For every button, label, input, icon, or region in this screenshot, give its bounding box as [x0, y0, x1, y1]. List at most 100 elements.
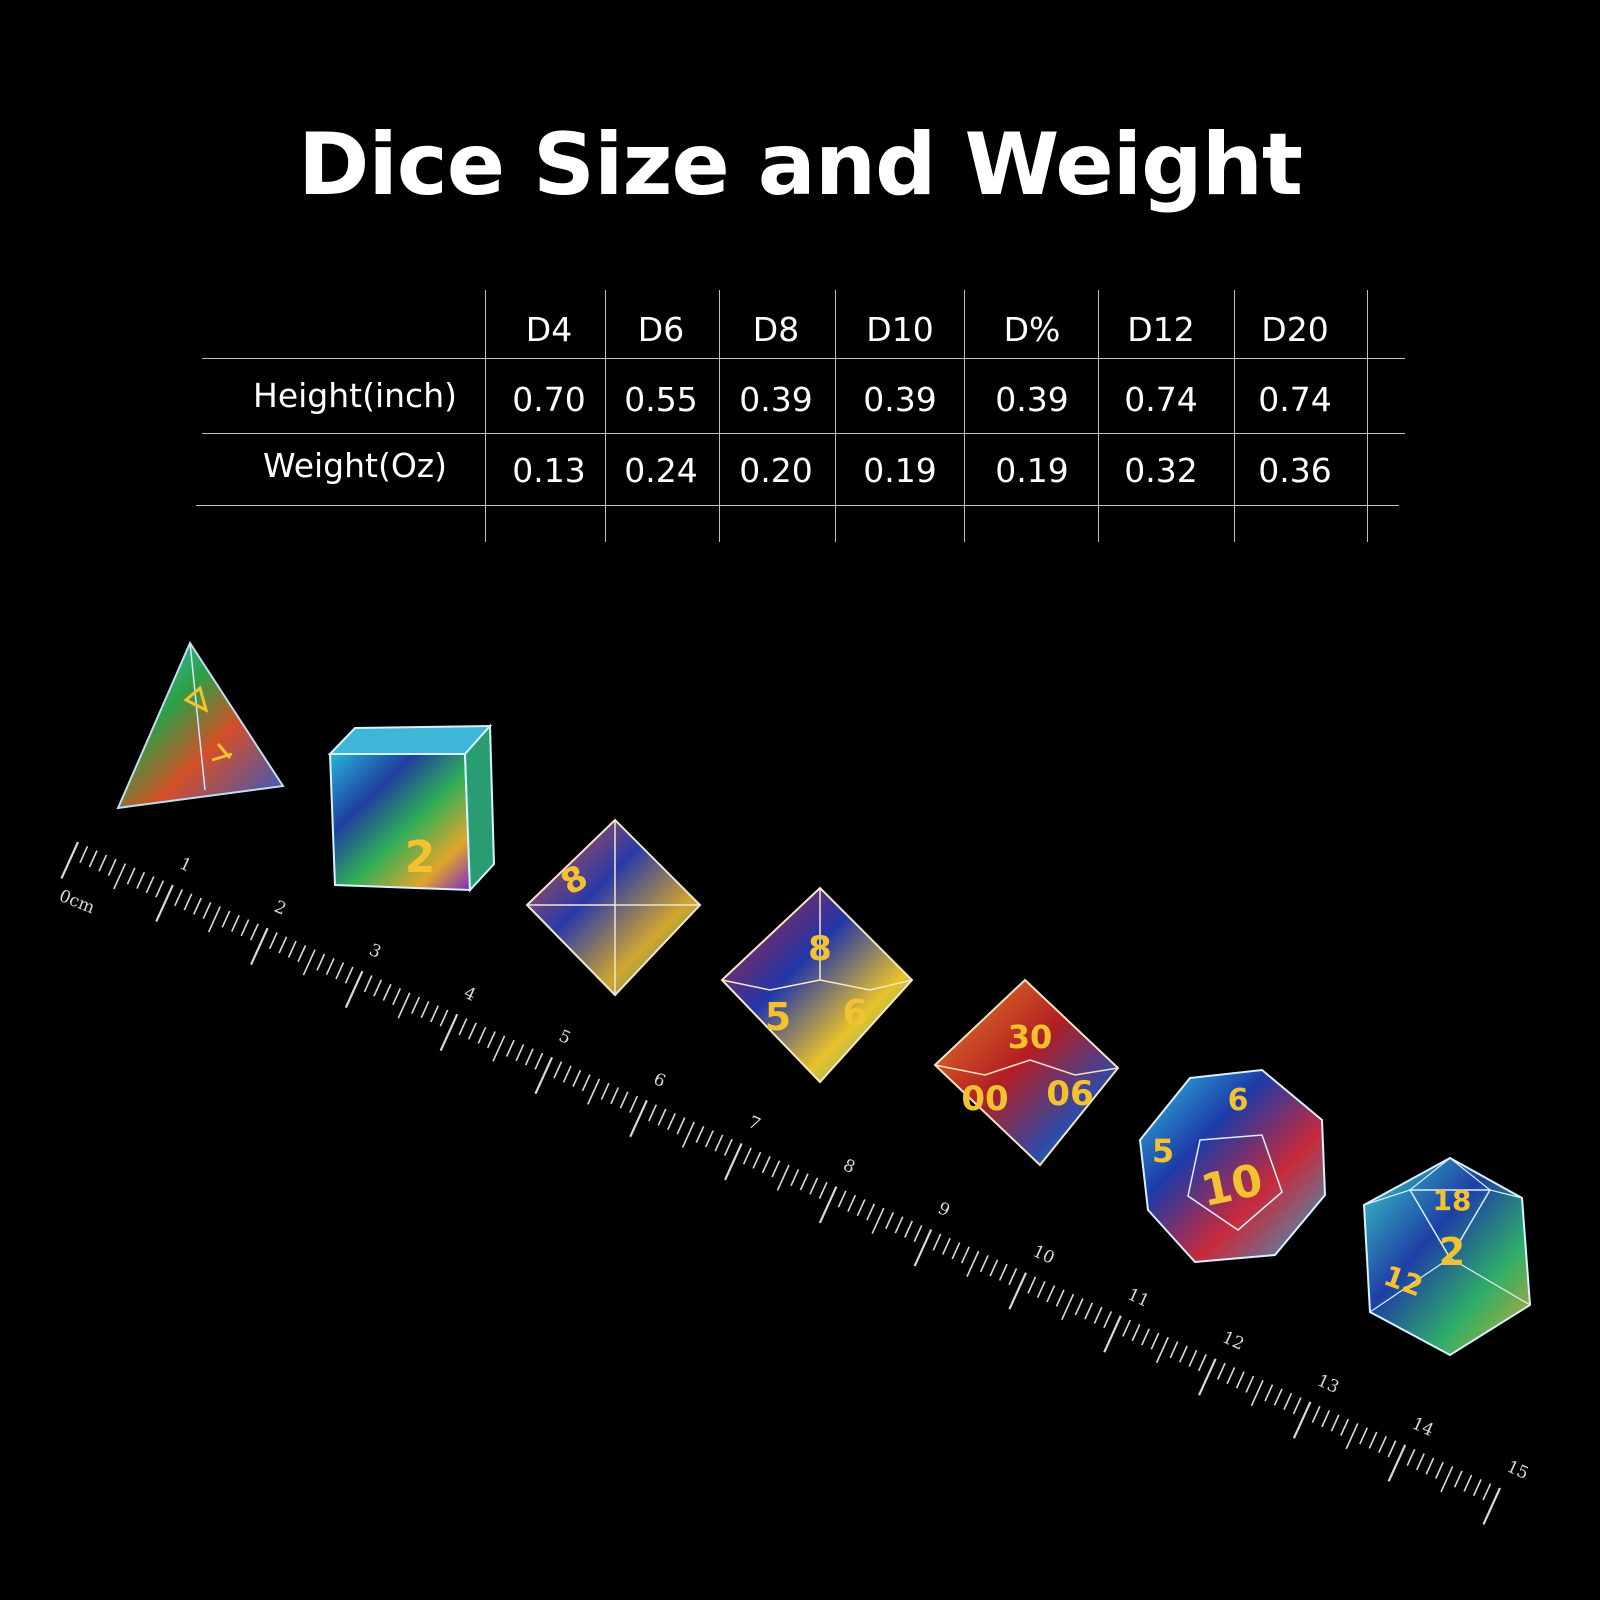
ruler-minor-tick — [477, 1026, 487, 1044]
ruler-minor-tick — [392, 988, 402, 1006]
ruler-minor-tick — [1027, 1276, 1037, 1294]
ruler-minor-tick — [1378, 1435, 1387, 1454]
d8-die: 8 — [525, 818, 702, 997]
table-cell: 0.13 — [512, 451, 586, 490]
ruler-minor-tick — [268, 932, 278, 950]
ruler-label: 10 — [1030, 1242, 1058, 1269]
dpercent-die: 30 00 06 — [933, 978, 1120, 1167]
ruler-minor-tick — [1169, 1341, 1179, 1359]
ruler-minor-tick — [989, 1259, 999, 1277]
ruler-minor-tick — [657, 1108, 667, 1126]
ruler-minor-tick — [505, 1039, 515, 1057]
ruler-minor-tick — [776, 1164, 790, 1191]
table-header-d6: D6 — [637, 310, 685, 349]
ruler-label: 3 — [366, 940, 384, 963]
table-header-d10: D10 — [866, 310, 934, 349]
ruler-minor-tick — [1311, 1405, 1321, 1423]
ruler-minor-tick — [871, 1207, 885, 1234]
table-cell: 0.36 — [1258, 451, 1332, 490]
ruler-minor-tick — [856, 1199, 866, 1217]
ruler-minor-tick — [107, 858, 117, 876]
ruler-major-tick — [1103, 1315, 1122, 1353]
table-cell: 0.32 — [1124, 451, 1198, 490]
ruler-major-tick — [1482, 1487, 1502, 1525]
ruler-minor-tick — [818, 1181, 828, 1199]
ruler-minor-tick — [193, 897, 202, 915]
d4-die — [116, 640, 285, 810]
ruler-minor-tick — [809, 1177, 819, 1195]
ruler-minor-tick — [1292, 1397, 1302, 1415]
ruler-minor-tick — [667, 1112, 676, 1131]
table-header-d20: D20 — [1261, 310, 1329, 349]
ruler-minor-tick — [1472, 1479, 1482, 1497]
ruler-minor-tick — [894, 1216, 904, 1234]
table-rule-row1 — [202, 433, 1405, 434]
ruler-minor-tick — [230, 914, 240, 932]
ruler-minor-tick — [1131, 1324, 1141, 1342]
ruler-major-tick — [344, 970, 364, 1009]
ruler-ticks — [60, 841, 1502, 1525]
table-cell: 0.39 — [863, 380, 937, 419]
table-cell: 0.19 — [863, 451, 937, 490]
table-header-d12: D12 — [1127, 310, 1195, 349]
ruler-minor-tick — [1387, 1440, 1397, 1458]
ruler-minor-tick — [1226, 1367, 1236, 1385]
ruler-minor-tick — [629, 1095, 639, 1113]
ruler-minor-tick — [1264, 1384, 1274, 1402]
d20-numeral-center: 2 — [1439, 1230, 1465, 1274]
ruler-minor-tick — [439, 1009, 449, 1027]
table-divider — [1367, 290, 1368, 542]
ruler-minor-tick — [373, 979, 383, 997]
ruler-minor-tick — [98, 854, 108, 872]
ruler-minor-tick — [1368, 1431, 1378, 1449]
ruler-minor-tick — [695, 1125, 705, 1143]
ruler-minor-tick — [1061, 1293, 1075, 1321]
ruler-minor-tick — [1055, 1289, 1065, 1307]
ruler-minor-tick — [847, 1194, 857, 1212]
ruler-minor-tick — [1188, 1349, 1198, 1367]
ruler-minor-tick — [752, 1151, 762, 1169]
d20-numeral-top: 18 — [1433, 1184, 1472, 1217]
ruler-minor-tick — [1273, 1388, 1283, 1406]
ruler-minor-tick — [534, 1052, 544, 1070]
ruler-label: 7 — [745, 1112, 763, 1135]
ruler-minor-tick — [1216, 1362, 1226, 1380]
ruler-minor-tick — [1008, 1268, 1018, 1286]
ruler-minor-tick — [1330, 1414, 1340, 1432]
row-label-height: Height(inch) — [253, 376, 457, 415]
d10-numeral-top: 8 — [808, 929, 832, 969]
ruler-minor-tick — [1345, 1423, 1359, 1450]
ruler-label: 14 — [1409, 1414, 1437, 1441]
ruler-label: 6 — [650, 1069, 668, 1092]
d12-die: 6 10 5 — [1138, 1068, 1327, 1264]
ruler-minor-tick — [1150, 1332, 1160, 1350]
ruler-minor-tick — [1235, 1371, 1245, 1389]
ruler-major-tick — [1387, 1444, 1407, 1482]
ruler-minor-tick — [344, 966, 354, 984]
ruler-minor-tick — [88, 850, 98, 868]
ruler-minor-tick — [1074, 1298, 1084, 1316]
table-header-d8: D8 — [752, 310, 800, 349]
ruler-label: 9 — [935, 1198, 953, 1221]
ruler-label: 11 — [1124, 1285, 1152, 1312]
ruler-minor-tick — [1463, 1474, 1473, 1492]
ruler-minor-tick — [1093, 1306, 1103, 1324]
ruler-minor-tick — [155, 880, 165, 898]
d10-die: 8 5 6 — [720, 886, 914, 1084]
ruler-minor-tick — [363, 975, 373, 993]
ruler-minor-tick — [799, 1173, 809, 1191]
ruler-minor-tick — [1084, 1302, 1094, 1320]
ruler-minor-tick — [430, 1005, 439, 1023]
ruler-minor-tick — [1359, 1427, 1369, 1445]
ruler-minor-tick — [966, 1250, 980, 1277]
ruler-minor-tick — [221, 910, 231, 928]
ruler-minor-tick — [136, 871, 146, 889]
ruler-minor-tick — [382, 983, 392, 1001]
ruler-minor-tick — [1245, 1375, 1255, 1393]
table-rule-header — [202, 358, 1405, 359]
d6-die: 2 — [327, 723, 496, 893]
ruler-minor-tick — [681, 1121, 695, 1148]
ruler-minor-tick — [316, 953, 326, 971]
ruler-label: 5 — [556, 1026, 574, 1049]
table-divider — [605, 290, 606, 542]
